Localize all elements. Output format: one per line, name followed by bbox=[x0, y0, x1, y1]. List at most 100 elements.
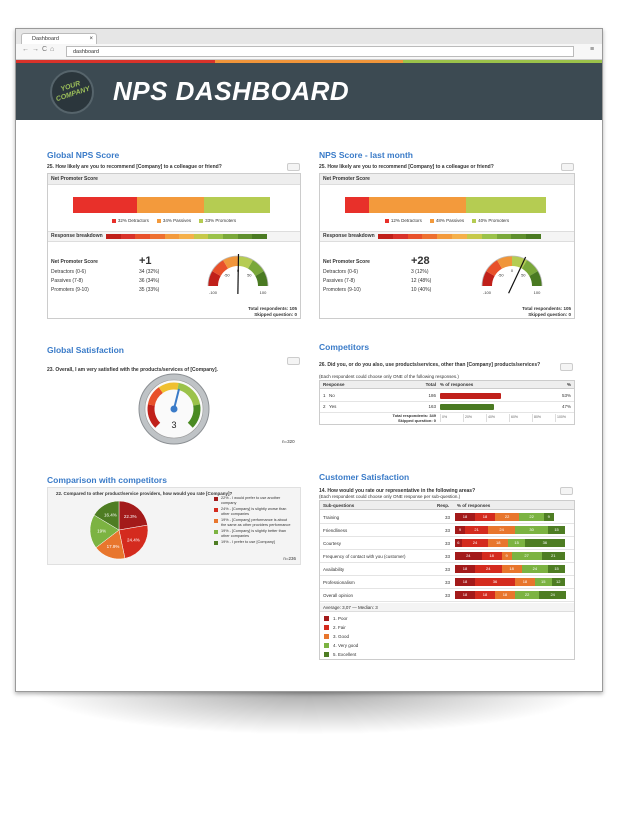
pie-label: 19% bbox=[97, 528, 106, 533]
row-label: Passives (7-8) bbox=[51, 278, 83, 284]
row-value: 3 (12%) bbox=[411, 269, 429, 275]
legend-swatch bbox=[199, 218, 204, 223]
breakdown-cell bbox=[164, 234, 180, 239]
total-respondents: Total respondents: 105 bbox=[522, 306, 571, 311]
legend-item: 40% Promoters bbox=[472, 218, 509, 223]
nps-segment bbox=[345, 197, 370, 213]
row-resp: 33 bbox=[444, 580, 450, 585]
column-header: % of responses bbox=[440, 382, 474, 387]
settings-button[interactable] bbox=[561, 163, 574, 171]
gauge: -100 -50 0 50 100 bbox=[481, 255, 543, 295]
pie-slice bbox=[118, 524, 149, 559]
rating-segment: 15 bbox=[548, 565, 565, 573]
header-title: NPS DASHBOARD bbox=[113, 76, 350, 106]
address-bar[interactable]: dashboard bbox=[66, 46, 574, 57]
legend-label: 1. Poor bbox=[333, 616, 348, 621]
gauge-band bbox=[223, 256, 239, 269]
legend-label: 3. Good bbox=[333, 634, 350, 639]
rating-segment: 36 bbox=[524, 539, 565, 547]
rating-segment: 22 bbox=[514, 591, 540, 599]
nav-buttons[interactable]: ←→C⌂ bbox=[22, 46, 58, 53]
response-bar bbox=[440, 404, 495, 410]
tab-close[interactable]: × bbox=[89, 36, 93, 42]
row-total: 163 bbox=[428, 404, 436, 409]
column-header: Total bbox=[425, 382, 436, 387]
settings-button[interactable] bbox=[287, 357, 300, 365]
note: (Each respondent could choose only ONE r… bbox=[319, 494, 461, 499]
question: 25. How likely are you to recommend [Com… bbox=[47, 164, 222, 170]
gauge-value: 3 bbox=[171, 420, 176, 430]
rating-segment: 21 bbox=[464, 526, 489, 534]
gauge-tick-label: 0 bbox=[511, 268, 514, 273]
breakdown-cell bbox=[452, 234, 467, 239]
row-label: Overall opinion bbox=[323, 593, 354, 598]
menu-icon[interactable]: ≡ bbox=[590, 46, 595, 53]
row-label: Professionalism bbox=[323, 580, 355, 585]
comparison-box: 22. Compared to other product/service pr… bbox=[47, 487, 301, 565]
settings-button[interactable] bbox=[560, 487, 573, 495]
rating-segment: 18 bbox=[514, 578, 535, 586]
row-label: Availability bbox=[323, 567, 345, 572]
row-value: 36 (34%) bbox=[139, 278, 160, 284]
breakdown-cell bbox=[208, 234, 224, 239]
settings-button[interactable] bbox=[560, 363, 573, 371]
breakdown-cell bbox=[466, 234, 482, 239]
row-percent: 47% bbox=[561, 404, 571, 409]
pie-label: 24.4% bbox=[127, 537, 140, 542]
legend-swatch bbox=[384, 218, 389, 223]
legend-label: 34% Passives bbox=[162, 218, 192, 223]
rating-segment: 18 bbox=[481, 552, 502, 560]
rating-segment: 15 bbox=[508, 539, 525, 547]
note: (Each respondent could choose only ONE o… bbox=[319, 374, 459, 379]
pie-slice bbox=[93, 500, 120, 531]
pie-label: 22.3% bbox=[124, 514, 137, 519]
window-shadow bbox=[30, 690, 590, 735]
question: 22. Compared to other product/service pr… bbox=[56, 491, 233, 496]
legend-swatch bbox=[324, 643, 329, 648]
breakdown-cell bbox=[437, 234, 453, 239]
nps-segment bbox=[465, 197, 546, 213]
browser-tab[interactable]: Dashboard × bbox=[21, 33, 97, 44]
legend-label: 19% - [Company] performance is about the… bbox=[221, 518, 291, 527]
score-label: Net Promoter Score bbox=[323, 259, 370, 265]
breakdown-cell bbox=[179, 234, 194, 239]
rating-segment: 18 bbox=[474, 513, 495, 521]
rating-segment: 6 bbox=[455, 539, 462, 547]
row-label: No bbox=[329, 393, 335, 398]
breakdown-cell bbox=[237, 234, 253, 239]
breakdown-cell bbox=[496, 234, 512, 239]
legend-label: 19% - [Company] is slightly better than … bbox=[221, 529, 286, 538]
legend-swatch bbox=[111, 218, 116, 223]
nps-segment bbox=[369, 197, 466, 213]
gauge-tick-label: -50 bbox=[224, 273, 231, 278]
pie: 22.3% 24.4% 17.9% 19% 16.4% bbox=[89, 500, 149, 560]
axis-tick bbox=[532, 414, 533, 422]
axis-tick bbox=[509, 414, 510, 422]
gauge-band bbox=[208, 271, 221, 287]
row-line bbox=[320, 562, 574, 563]
legend-item: 48% Passives bbox=[429, 218, 464, 223]
gauge-band bbox=[482, 271, 495, 287]
row-number: 1 bbox=[323, 393, 326, 398]
legend-swatch bbox=[156, 218, 161, 223]
row-resp: 33 bbox=[444, 554, 450, 559]
gauge-tick-label: 50 bbox=[521, 273, 526, 278]
legend-swatch bbox=[214, 519, 218, 523]
axis-tick bbox=[440, 414, 441, 422]
legend-item: 33% Promoters bbox=[199, 218, 236, 223]
settings-button[interactable] bbox=[287, 163, 300, 171]
response-bar bbox=[440, 393, 501, 399]
row-total: 186 bbox=[428, 393, 436, 398]
legend-label: 4. Very good bbox=[333, 643, 359, 648]
gauge-band bbox=[147, 404, 161, 428]
gauge-band bbox=[187, 404, 201, 428]
legend-swatch bbox=[324, 634, 329, 639]
row-value: 10 (40%) bbox=[411, 287, 432, 293]
rating-segment: 27 bbox=[511, 552, 542, 560]
axis-label: 20% bbox=[465, 415, 473, 419]
row-label: Passives (7-8) bbox=[323, 278, 355, 284]
gauge-band bbox=[521, 260, 538, 277]
breakdown-cell bbox=[106, 234, 121, 239]
gauge-tick-label: -100 bbox=[209, 290, 218, 295]
